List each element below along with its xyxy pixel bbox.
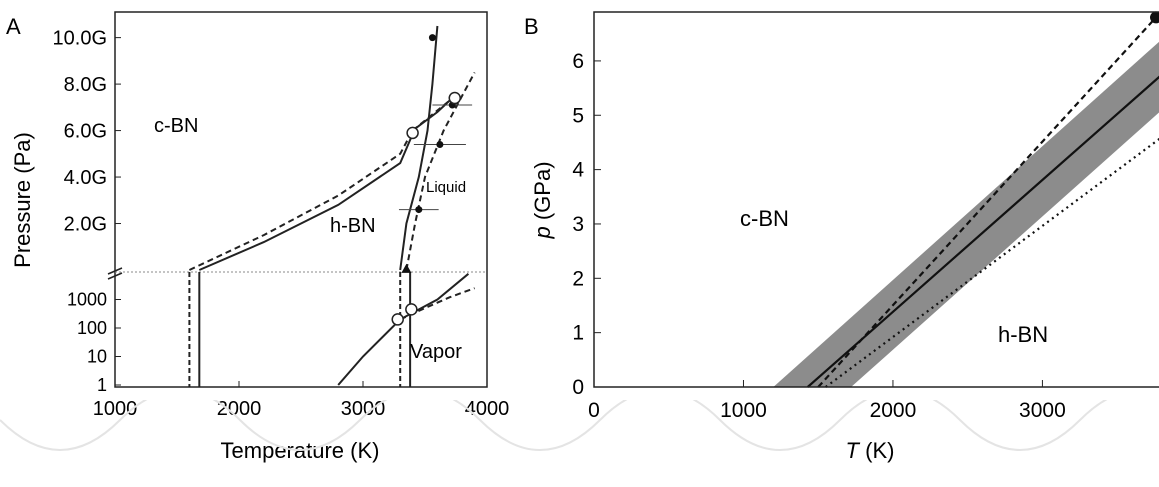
- y-tick-label-a-lower-1: 100: [77, 318, 107, 338]
- panel-b: B 0 1000 2000 3000 0 1 2 3 4 5 6 c-BN h-BN T (K) p…: [520, 0, 1159, 482]
- region-label-cbn-b: c-BN: [740, 206, 789, 231]
- y-tick-label-a-upper-2: 6.0G: [64, 121, 107, 143]
- chart-b-svg: B 0 1000 2000 3000 0 1 2 3 4 5 6 c-BN h-BN T (K) p…: [524, 11, 1159, 463]
- y-tick-label-a-upper-0: 10.0G: [53, 28, 107, 50]
- panel-label-b: B: [524, 14, 539, 39]
- x-tick-label-a-1: 2000: [217, 398, 262, 420]
- x-axis-label-b: T (K): [846, 438, 895, 463]
- plot-frame-b: [593, 11, 1159, 388]
- point-a-2: [436, 141, 444, 149]
- point-a-7: [391, 313, 404, 326]
- y-tick-label-a-upper-1: 8.0G: [64, 74, 107, 96]
- x-tick-label-b-0: 0: [588, 399, 600, 422]
- series-a-line-0: [198, 133, 414, 271]
- series-a-line-1: [188, 130, 414, 271]
- series-a-line-5: [412, 99, 451, 132]
- panel-label-a: A: [6, 14, 21, 39]
- y-tick-label-a-lower-3: 1: [97, 375, 107, 395]
- region-label-hbn-a: h-BN: [330, 215, 376, 237]
- y-tick-label-a-lower-0: 1000: [67, 290, 107, 310]
- point-a-5: [406, 126, 419, 140]
- plot-frame-a: [114, 11, 488, 388]
- series-a-line-6: [337, 273, 470, 386]
- point-a-3: [415, 206, 423, 214]
- point-a-6: [448, 91, 462, 105]
- x-tick-label-b-1: 1000: [720, 399, 767, 422]
- y-tick-label-b-5: 5: [572, 104, 584, 127]
- y-tick-label-a-upper-3: 4.0G: [64, 167, 107, 189]
- series-b-line-2: [825, 137, 1159, 388]
- x-tick-label-b-3: 3000: [1019, 399, 1066, 422]
- region-label-cbn-a: c-BN: [154, 115, 198, 137]
- y-tick-label-a-upper-4: 2.0G: [64, 214, 107, 236]
- series-b-line-1: [817, 16, 1157, 388]
- y-tick-label-b-2: 2: [572, 267, 584, 290]
- point-a-4: [401, 263, 412, 273]
- x-tick-label-b-2: 2000: [870, 399, 917, 422]
- region-label-vapor: Vapor: [410, 341, 462, 363]
- point-b-0: [1150, 11, 1159, 24]
- uncertainty-band: [773, 41, 1159, 387]
- x-tick-label-a-3: 4000: [465, 398, 510, 420]
- y-tick-label-b-4: 4: [572, 159, 584, 182]
- y-tick-label-b-1: 1: [572, 322, 584, 345]
- background-watermark: [0, 400, 1108, 451]
- x-tick-label-a-2: 3000: [341, 398, 386, 420]
- series-a-line-2: [399, 25, 439, 271]
- y-tick-label-b-0: 0: [572, 376, 584, 399]
- point-a-8: [405, 303, 418, 316]
- y-tick-label-b-3: 3: [572, 213, 584, 236]
- series-a-line-3: [405, 72, 476, 271]
- y-axis-label-b: p (GPa): [530, 161, 555, 239]
- y-axis-label-a: Pressure (Pa): [10, 132, 35, 268]
- axis-break-mark: [107, 267, 123, 280]
- y-tick-label-a-lower-2: 10: [87, 347, 107, 367]
- region-label-hbn-b: h-BN: [998, 322, 1048, 347]
- y-tick-label-b-6: 6: [572, 50, 584, 73]
- point-a-0: [428, 34, 436, 42]
- region-label-liquid: Liquid: [426, 179, 466, 196]
